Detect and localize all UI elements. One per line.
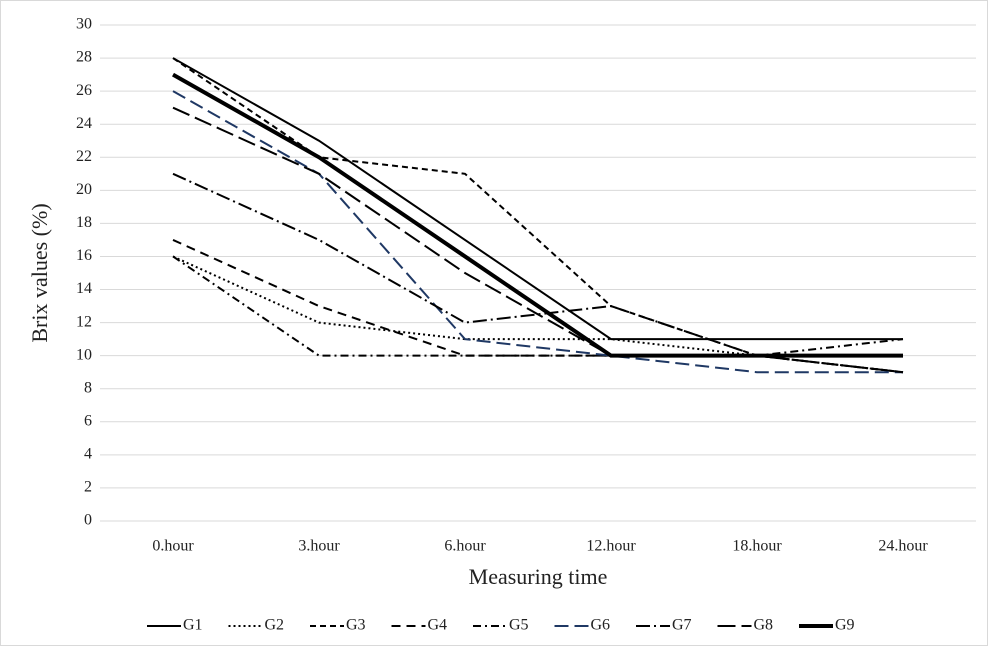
x-tick-label: 24.hour	[878, 538, 928, 555]
y-tick-label: 12	[76, 313, 92, 330]
y-tick-label: 20	[76, 181, 92, 198]
x-tick-label: 0.hour	[152, 538, 194, 555]
y-tick-label: 28	[76, 49, 92, 66]
legend-label: G9	[835, 617, 855, 634]
y-tick-label: 8	[84, 379, 92, 396]
legend-label: G2	[265, 617, 285, 634]
series-line	[172, 57, 903, 341]
y-axis-title: Brix values (%)	[27, 203, 52, 342]
y-tick-label: 14	[76, 280, 92, 297]
y-tick-label: 6	[84, 412, 92, 429]
y-tick-label: 4	[84, 446, 92, 463]
series-line	[172, 72, 903, 358]
y-tick-label: 22	[76, 148, 92, 165]
legend-label: G5	[509, 617, 529, 634]
y-tick-label: 16	[76, 247, 92, 264]
x-axis-title: Measuring time	[469, 564, 608, 589]
y-tick-label: 10	[76, 346, 92, 363]
y-tick-label: 0	[84, 512, 92, 529]
x-tick-label: 6.hour	[444, 538, 486, 555]
y-tick-label: 18	[76, 214, 92, 231]
series-line	[172, 57, 904, 374]
y-tick-label: 2	[84, 479, 92, 496]
series-line	[172, 255, 904, 374]
legend-label: G3	[346, 617, 366, 634]
series-line	[172, 90, 903, 374]
legend-label: G1	[183, 617, 203, 634]
y-tick-label: 26	[76, 82, 92, 99]
legend-label: G7	[672, 617, 692, 634]
legend-label: G6	[591, 617, 611, 634]
legend-label: G4	[428, 617, 448, 634]
series-line	[172, 255, 904, 357]
legend-label: G8	[754, 617, 774, 634]
x-tick-label: 3.hour	[298, 538, 340, 555]
series-line	[172, 172, 904, 374]
y-tick-label: 30	[76, 16, 92, 33]
x-tick-label: 18.hour	[732, 538, 782, 555]
x-tick-label: 12.hour	[586, 538, 636, 555]
y-tick-label: 24	[76, 115, 92, 132]
